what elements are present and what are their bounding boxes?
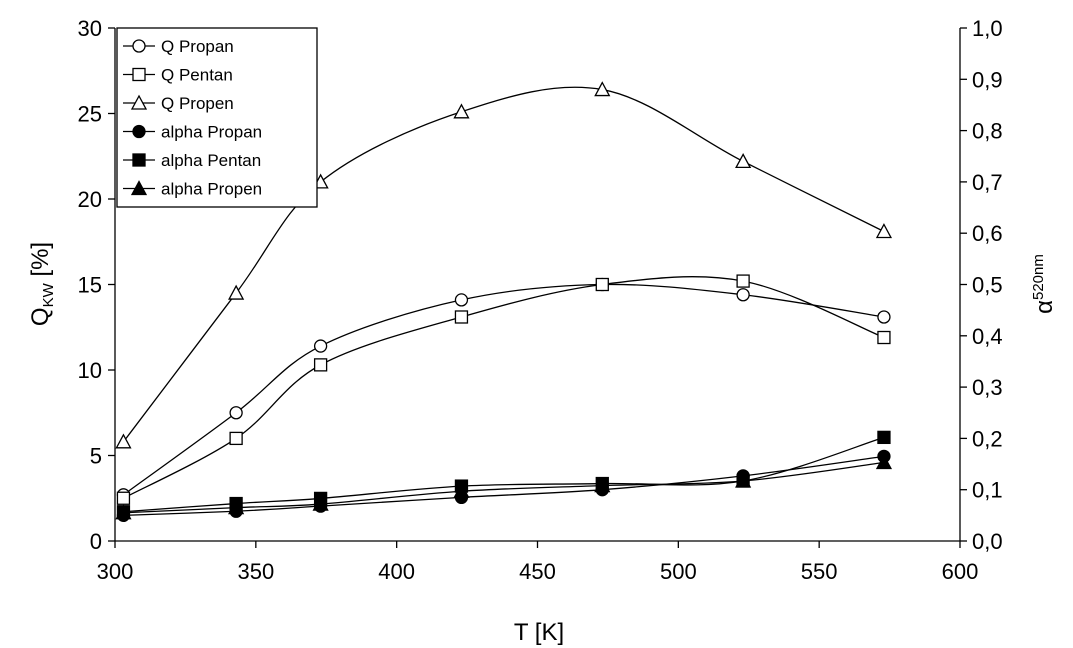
y-axis-title-sub: KW [40,282,57,307]
axes: 300 350 400 450 500 550 600 0 5 10 15 20 25 30 0,0 0,1 0… [78,16,1003,584]
y-axis-title-main: Q [27,307,54,326]
data-point [453,103,470,119]
legend-label: alpha Propen [161,180,262,199]
legend-label: alpha Pentan [161,151,261,170]
legend-marker [132,39,146,53]
legend-item: alpha Pentan [123,151,261,170]
y-tick-label: 5 [90,444,102,469]
data-point [229,406,243,420]
y-tick-label: 25 [78,102,102,127]
legend-label: Q Propen [161,94,234,113]
y2-tick-label: 0,1 [972,478,1003,503]
x-axis-title: T [K] [514,619,564,646]
y2-axis-title-main: α [1031,300,1058,314]
legend-item: Q Propen [123,94,234,113]
data-point [877,310,891,324]
y-tick-label: 20 [78,187,102,212]
y2-tick-label: 0,7 [972,170,1003,195]
x-tick-label: 500 [660,559,697,584]
data-point [228,499,245,515]
data-point [313,358,328,372]
legend-item: alpha Propen [123,180,262,199]
data-point [877,430,891,445]
y2-tick-label: 0,2 [972,426,1003,451]
y2-tick-label: 0,5 [972,273,1003,298]
legend-marker [130,94,148,110]
y-tick-label: 15 [78,273,102,298]
legend-box [116,27,318,208]
series-alpha-propen [115,454,893,520]
legend-marker [132,153,146,167]
series-q-propan [116,277,891,502]
data-point [735,153,752,169]
data-point [116,491,131,505]
series-line [123,283,885,496]
data-point [736,274,750,288]
data-point [115,504,132,520]
legend-item: alpha Propan [123,123,262,142]
data-point [877,330,891,345]
y2-tick-label: 0,9 [972,67,1003,92]
y-axis-title: QKW [%] [27,242,57,326]
data-point [595,277,609,292]
x-tick-label: 350 [237,559,274,584]
y-tick-label: 0 [90,529,102,554]
legend: Q Propan Q Pentan Q Propen alpha Propan alph… [116,27,318,208]
legend-label: Q Propan [161,37,234,56]
data-point [115,433,132,449]
data-point [875,454,893,470]
data-point [228,284,245,300]
legend-label: alpha Propan [161,123,262,142]
y-tick-label: 10 [78,358,102,383]
data-point [313,339,328,353]
legend-item: Q Pentan [123,66,233,85]
legend-marker [132,67,146,82]
y-tick-label: 30 [78,16,102,41]
data-point [229,431,243,446]
data-point [454,310,469,324]
x-tick-label: 300 [97,559,134,584]
data-point [736,288,750,302]
data-point [594,477,611,493]
y2-tick-label: 0,3 [972,375,1003,400]
series-q-pentan [116,274,891,505]
legend-label: Q Pentan [161,66,233,85]
series-layer [115,81,893,522]
y2-tick-label: 0,0 [972,529,1003,554]
x-tick-label: 600 [942,559,979,584]
y-axis-title-unit: [%] [27,242,54,283]
y2-tick-label: 0,4 [972,324,1003,349]
data-point [735,472,752,488]
series-line [123,276,885,499]
legend-marker [130,180,148,196]
series-q-propen [115,81,893,449]
legend-marker [132,124,146,139]
x-tick-label: 400 [378,559,415,584]
y2-axis-title-sup: 520nm [1030,254,1047,300]
y2-axis-title: α520nm [1030,254,1058,314]
data-point [594,81,611,97]
data-point [875,223,893,239]
legend-item: Q Propan [123,37,234,56]
data-point [312,495,329,511]
data-point [453,482,470,498]
y2-tick-label: 0,8 [972,119,1003,144]
data-point [454,293,469,307]
x-tick-label: 550 [801,559,838,584]
y2-tick-label: 1,0 [972,16,1003,41]
y2-tick-label: 0,6 [972,221,1003,246]
x-tick-label: 450 [519,559,556,584]
